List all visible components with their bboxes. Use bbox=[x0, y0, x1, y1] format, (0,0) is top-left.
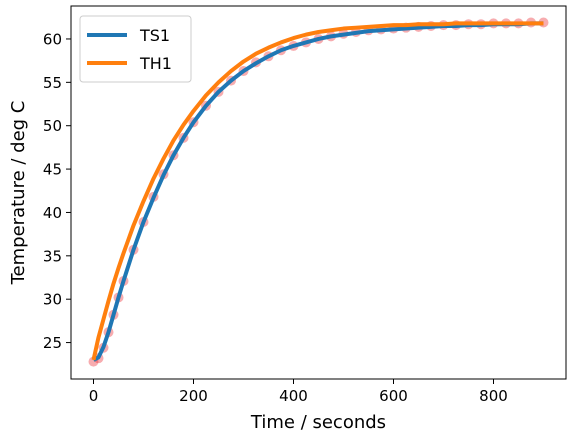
series-line-th1 bbox=[91, 21, 544, 361]
x-tick-label: 600 bbox=[379, 387, 408, 405]
y-axis-label: Temperature / deg C bbox=[8, 101, 29, 286]
y-axis-ticks: 25 30 35 40 45 50 55 60 bbox=[43, 30, 71, 352]
y-tick-label: 60 bbox=[43, 30, 62, 48]
legend-label-th1: TH1 bbox=[139, 54, 172, 73]
plot-frame bbox=[70, 5, 567, 380]
x-tick-label: 0 bbox=[89, 387, 99, 405]
series-lines-layer bbox=[91, 21, 544, 362]
y-tick-label: 30 bbox=[43, 291, 62, 309]
x-tick-label: 400 bbox=[279, 387, 308, 405]
x-tick-label: 800 bbox=[479, 387, 508, 405]
legend: TS1 TH1 bbox=[79, 15, 192, 83]
y-tick-label: 25 bbox=[43, 334, 62, 352]
legend-box bbox=[79, 15, 192, 83]
y-tick-label: 40 bbox=[43, 204, 62, 222]
y-tick-label: 50 bbox=[43, 117, 62, 135]
y-tick-label: 45 bbox=[43, 161, 62, 179]
x-tick-label: 200 bbox=[179, 387, 208, 405]
legend-label-ts1: TS1 bbox=[139, 26, 170, 45]
x-axis-label: Time / seconds bbox=[250, 412, 386, 433]
y-tick-label: 35 bbox=[43, 247, 62, 265]
y-tick-label: 55 bbox=[43, 74, 62, 92]
x-axis-ticks: 0 200 400 600 800 bbox=[89, 379, 508, 405]
series-line-ts1 bbox=[92, 21, 544, 362]
